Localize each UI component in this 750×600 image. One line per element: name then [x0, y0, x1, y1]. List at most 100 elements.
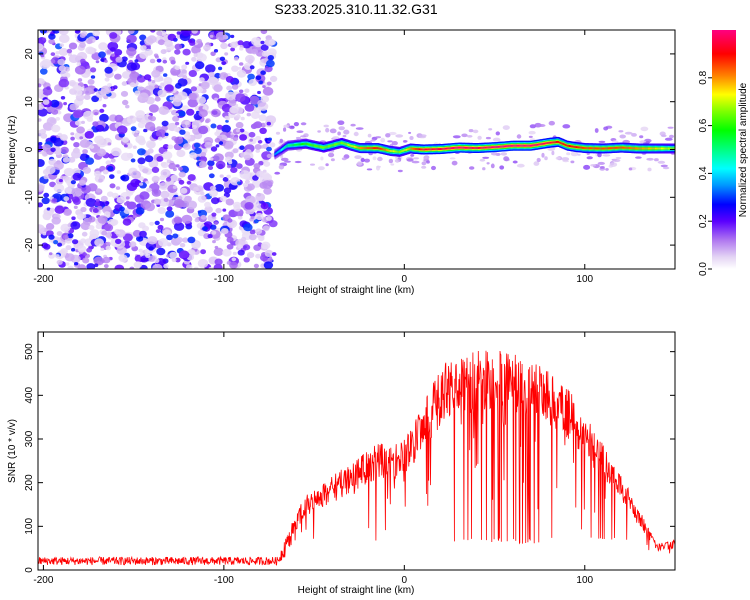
noise-blob: [104, 66, 113, 74]
ridge-cell: [300, 143, 302, 146]
ridge-halo-blob: [380, 137, 386, 143]
signal-ridge: [274, 136, 675, 160]
noise-blob: [237, 66, 242, 70]
noise-blob: [249, 229, 256, 235]
noise-blob: [174, 112, 180, 117]
noise-blob: [113, 85, 118, 90]
ridge-halo-blob: [296, 130, 304, 133]
ridge-cell: [495, 146, 497, 149]
bottom-x-axis-label: Height of straight line (km): [298, 585, 415, 596]
noise-blob: [121, 81, 128, 86]
noise-blob: [261, 172, 271, 180]
ridge-cell: [325, 146, 327, 148]
noise-blob: [224, 52, 229, 56]
noise-blob: [120, 90, 129, 97]
ridge-cell: [620, 146, 623, 149]
ridge-cell: [370, 147, 373, 150]
ridge-halo-blob: [618, 130, 624, 133]
noise-blob: [129, 266, 135, 269]
ridge-cell: [587, 147, 589, 150]
ridge-halo-blob: [488, 128, 493, 131]
noise-blob: [214, 97, 219, 101]
ridge-halo-blob: [492, 137, 501, 142]
ridge-cell: [623, 146, 625, 149]
ridge-cell: [449, 147, 452, 150]
ridge-halo-blob: [410, 154, 415, 157]
noise-blob: [63, 208, 72, 216]
noise-blob: [245, 209, 251, 215]
ridge-halo-blob: [310, 163, 315, 166]
noise-blob: [41, 242, 49, 249]
ridge-cell: [494, 146, 496, 149]
ridge-cell: [538, 143, 541, 146]
noise-blob: [50, 52, 56, 56]
ridge-cell: [592, 147, 595, 150]
ridge-cell: [404, 149, 406, 152]
noise-blob: [116, 170, 122, 174]
noise-blob: [93, 88, 98, 92]
ridge-halo-blob: [387, 140, 393, 143]
ridge-cell: [336, 143, 338, 146]
ridge-cell: [486, 146, 489, 149]
noise-blob: [232, 251, 237, 256]
top-x-axis: -200 -100 0 100: [33, 30, 594, 285]
noise-blob: [193, 53, 198, 58]
noise-blob: [163, 76, 173, 85]
noise-blob: [77, 264, 87, 269]
noise-blob: [187, 98, 199, 108]
ridge-cell: [654, 147, 656, 150]
ridge-cell: [497, 145, 499, 148]
noise-blob: [210, 224, 217, 230]
ridge-halo-blob: [295, 136, 302, 140]
noise-blob: [225, 119, 229, 123]
ridge-cell: [526, 144, 529, 147]
noise-blob: [79, 42, 86, 48]
noise-blob: [232, 148, 239, 154]
noise-blob: [160, 82, 165, 87]
noise-blob: [133, 261, 142, 269]
noise-blob: [124, 144, 128, 148]
ridge-cell: [563, 143, 566, 146]
ridge-halo-blob: [402, 140, 408, 143]
noise-blob: [215, 31, 227, 41]
noise-blob: [226, 164, 232, 169]
noise-blob: [197, 259, 209, 268]
noise-blob: [251, 48, 259, 55]
colorbar-gradient: [712, 30, 736, 269]
noise-blob: [107, 41, 119, 51]
noise-blob: [121, 71, 132, 79]
ridge-cell: [579, 146, 582, 149]
noise-blob: [255, 149, 260, 153]
noise-blob: [114, 264, 125, 269]
ridge-cell: [593, 147, 596, 150]
ridge-halo-blob: [667, 126, 674, 129]
noise-blob: [137, 157, 146, 165]
noise-blob: [58, 65, 66, 72]
noise-blob: [196, 38, 202, 44]
ridge-cell: [513, 144, 516, 147]
noise-blob: [237, 215, 243, 220]
noise-blob: [254, 40, 263, 48]
noise-blob: [46, 105, 55, 113]
noise-blob: [239, 213, 244, 217]
ridge-halo-blob: [370, 139, 376, 142]
noise-blob: [97, 205, 103, 211]
ridge-cell: [295, 143, 297, 146]
ridge-halo-blob: [354, 155, 362, 160]
ridge-cell: [375, 147, 377, 150]
noise-blob: [60, 146, 69, 154]
noise-blob: [219, 174, 224, 178]
noise-blob: [181, 69, 187, 74]
noise-blob: [267, 137, 272, 141]
noise-blob: [126, 115, 137, 124]
ridge-halo-blob: [661, 134, 667, 138]
ridge-halo-blob: [468, 129, 474, 133]
noise-blob: [132, 229, 142, 238]
ridge-cell: [496, 146, 498, 148]
noise-blob: [144, 155, 154, 163]
noise-blob: [228, 99, 237, 107]
ridge-cell: [406, 148, 409, 151]
noise-blob: [72, 172, 82, 181]
noise-blob: [105, 160, 112, 165]
noise-blob: [165, 210, 175, 218]
